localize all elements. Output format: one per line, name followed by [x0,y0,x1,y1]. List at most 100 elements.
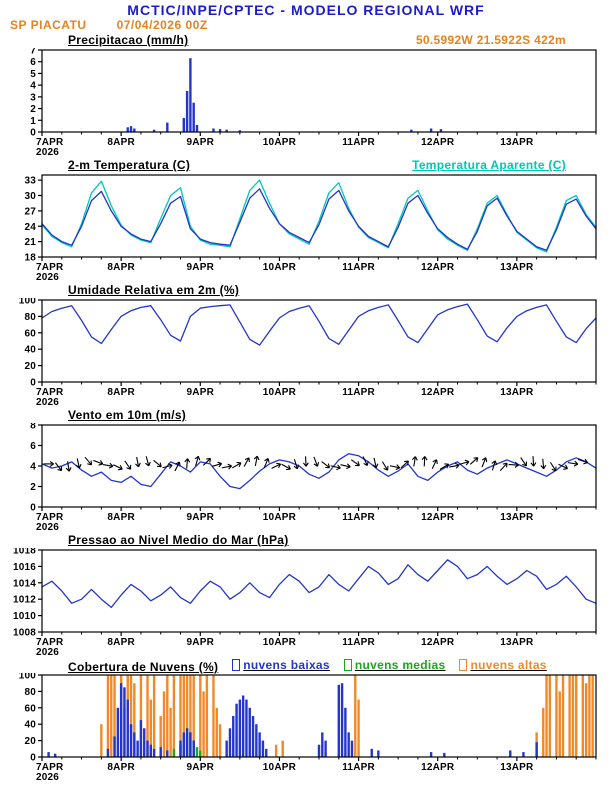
svg-text:9APR: 9APR [187,387,215,398]
svg-text:8APR: 8APR [107,637,135,648]
run-datetime: 07/04/2026 00Z [116,18,208,32]
svg-text:100: 100 [19,298,37,307]
svg-text:2: 2 [30,482,36,493]
panel-temperature: 2-m Temperatura (C) Temperatura Aparente… [0,158,612,283]
svg-text:2026: 2026 [36,272,59,283]
svg-text:13APR: 13APR [500,262,534,273]
svg-text:9APR: 9APR [187,637,215,648]
svg-text:8APR: 8APR [107,262,135,273]
svg-text:7: 7 [30,48,36,57]
svg-text:100: 100 [19,673,37,682]
svg-text:1: 1 [30,116,36,127]
svg-text:24: 24 [24,222,36,233]
station-run-row: SP PIACATU 07/04/2026 00Z [0,18,612,33]
svg-text:10APR: 10APR [263,137,297,148]
svg-text:12APR: 12APR [421,637,455,648]
svg-text:11APR: 11APR [342,387,375,398]
svg-text:8APR: 8APR [107,512,135,523]
svg-text:7APR: 7APR [36,637,64,648]
svg-text:9APR: 9APR [187,762,215,773]
nuvens-altas-swatch [459,659,468,671]
nuvens-baixas-label: nuvens baixas [243,658,330,672]
svg-text:11APR: 11APR [342,512,375,523]
svg-text:9APR: 9APR [187,512,215,523]
svg-text:7APR: 7APR [36,262,64,273]
station-coordinates: 50.5992W 21.5922S 422m [415,33,566,47]
svg-text:6: 6 [30,57,36,68]
svg-text:1010: 1010 [13,611,36,622]
svg-text:11APR: 11APR [342,762,375,773]
svg-text:40: 40 [24,345,36,356]
svg-text:1014: 1014 [13,578,36,589]
svg-text:10APR: 10APR [263,512,297,523]
svg-text:2026: 2026 [36,772,59,783]
svg-text:33: 33 [24,176,36,187]
svg-text:13APR: 13APR [500,387,534,398]
svg-text:2026: 2026 [36,522,59,533]
svg-text:7APR: 7APR [36,387,64,398]
svg-text:8APR: 8APR [107,387,135,398]
svg-text:0: 0 [30,503,36,514]
svg-text:1018: 1018 [13,548,36,557]
nuvens-altas-label: nuvens altas [470,658,547,672]
svg-text:80: 80 [24,687,36,698]
svg-text:1012: 1012 [13,595,36,606]
svg-text:13APR: 13APR [500,512,534,523]
svg-text:13APR: 13APR [500,762,534,773]
svg-text:0: 0 [30,378,36,389]
svg-text:2: 2 [30,104,36,115]
svg-text:21: 21 [24,237,36,248]
svg-text:9APR: 9APR [187,262,215,273]
nuvens-medias-swatch [343,659,352,671]
svg-text:20: 20 [24,736,36,747]
svg-text:8APR: 8APR [107,762,135,773]
panel-title-clouds: Cobertura de Nuvens (%) [68,660,219,674]
panel-precipitation: Precipitacao (mm/h) 50.5992W 21.5922S 42… [0,33,612,158]
svg-text:4: 4 [30,81,36,92]
svg-text:40: 40 [24,720,36,731]
svg-text:2026: 2026 [36,647,59,658]
panel-wind: Vento em 10m (m/s) 0 2 4 6 8 7APR 2026 8APR 9APR… [0,408,612,533]
svg-text:18: 18 [24,253,36,264]
svg-text:1016: 1016 [13,562,36,573]
svg-text:10APR: 10APR [263,637,297,648]
svg-text:7APR: 7APR [36,137,64,148]
svg-text:12APR: 12APR [421,262,455,273]
svg-text:8APR: 8APR [107,137,135,148]
svg-text:3: 3 [30,92,36,103]
panel-title-humidity: Umidade Relativa em 2m (%) [68,283,240,297]
svg-text:9APR: 9APR [187,137,215,148]
svg-text:11APR: 11APR [342,637,375,648]
svg-text:2026: 2026 [36,397,59,408]
svg-text:30: 30 [24,191,36,202]
svg-text:0: 0 [30,753,36,764]
panel-title-wind: Vento em 10m (m/s) [68,408,187,422]
panel-title-temperature: 2-m Temperatura (C) [68,158,191,172]
svg-text:13APR: 13APR [500,137,534,148]
svg-text:20: 20 [24,361,36,372]
panel-title-precipitation: Precipitacao (mm/h) [68,33,189,47]
panel-pressure: Pressao ao Nivel Medio do Mar (hPa) 1008… [0,533,612,658]
svg-text:4: 4 [30,462,36,473]
svg-text:7APR: 7APR [36,512,64,523]
svg-text:12APR: 12APR [421,762,455,773]
panel-clouds: Cobertura de Nuvens (%) nuvens baixas nu… [0,658,612,783]
nuvens-medias-label: nuvens medias [354,658,446,672]
svg-text:12APR: 12APR [421,512,455,523]
svg-text:12APR: 12APR [421,137,455,148]
svg-text:5: 5 [30,69,36,80]
svg-text:8: 8 [30,423,36,432]
legend-nuvens-baixas: nuvens baixas [232,658,330,672]
svg-text:0: 0 [30,128,36,139]
svg-text:2026: 2026 [36,147,59,158]
model-title: MCTIC/INPE/CPTEC - MODELO REGIONAL WRF [127,2,485,18]
page-header: MCTIC/INPE/CPTEC - MODELO REGIONAL WRF S… [0,0,612,33]
svg-text:12APR: 12APR [421,387,455,398]
svg-text:7APR: 7APR [36,762,64,773]
